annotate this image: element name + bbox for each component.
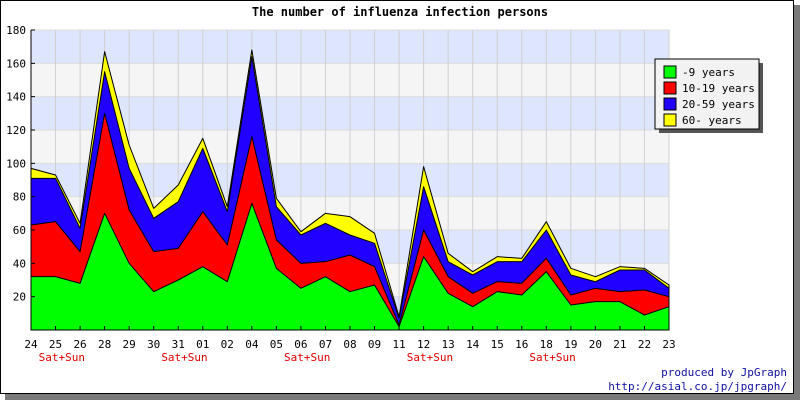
y-tick-label: 60 [13, 224, 26, 237]
x-tick-label: 18 [540, 338, 553, 351]
x-tick-label: 07 [319, 338, 332, 351]
legend-swatch [663, 113, 677, 127]
x-tick-label: 22 [638, 338, 651, 351]
x-tick-label: 25 [49, 338, 62, 351]
legend-swatch [663, 65, 677, 79]
legend-label: 20-59 years [682, 98, 755, 111]
x-tick-label: 31 [172, 338, 185, 351]
x-tick-label: 15 [491, 338, 504, 351]
x-tick-label: 08 [343, 338, 356, 351]
legend-swatch [663, 81, 677, 95]
y-tick-label: 160 [6, 57, 26, 70]
y-tick-label: 40 [13, 257, 26, 270]
x-tick-label: 21 [613, 338, 626, 351]
y-tick-label: 180 [6, 24, 26, 37]
x-tick-label: 26 [73, 338, 86, 351]
y-tick-label: 80 [13, 191, 26, 204]
x-tick-label: 30 [147, 338, 160, 351]
weekend-label: Sat+Sun [284, 351, 330, 364]
x-tick-label: 23 [662, 338, 675, 351]
x-tick-label: 20 [589, 338, 602, 351]
x-tick-label: 06 [294, 338, 307, 351]
x-tick-label: 09 [368, 338, 381, 351]
x-tick-label: 16 [515, 338, 528, 351]
x-tick-label: 05 [270, 338, 283, 351]
x-tick-label: 13 [442, 338, 455, 351]
x-tick-label: 28 [98, 338, 111, 351]
y-tick-label: 100 [6, 157, 26, 170]
legend-label: 10-19 years [682, 82, 755, 95]
x-tick-label: 01 [196, 338, 209, 351]
x-tick-label: 11 [392, 338, 405, 351]
weekend-label: Sat+Sun [39, 351, 85, 364]
x-tick-label: 12 [417, 338, 430, 351]
chart-title: The number of influenza infection person… [252, 5, 548, 19]
axes [30, 29, 670, 331]
y-tick-label: 20 [13, 291, 26, 304]
weekend-labels: Sat+Sun Sat+Sun Sat+Sun Sat+Sun Sat+Sun [39, 351, 576, 364]
frame-shadow-bottom [5, 394, 800, 400]
y-tick-label: 120 [6, 124, 26, 137]
legend-label: -9 years [682, 66, 735, 79]
x-tick-label: 24 [24, 338, 38, 351]
y-tick-labels: 20 40 60 80 100 120 140 160 180 [6, 24, 26, 304]
credit-line-2: http://asial.co.jp/jpgraph/ [608, 380, 787, 393]
y-tick-label: 140 [6, 91, 26, 104]
x-tick-label: 29 [123, 338, 136, 351]
legend-label: 60- years [682, 114, 742, 127]
x-tick-label: 19 [564, 338, 577, 351]
legend-swatch [663, 97, 677, 111]
weekend-label: Sat+Sun [407, 351, 453, 364]
weekend-label: Sat+Sun [529, 351, 575, 364]
stacked-areas [30, 49, 670, 331]
x-tick-label: 14 [466, 338, 480, 351]
x-tick-label: 04 [245, 338, 259, 351]
frame-shadow-right [794, 5, 800, 400]
legend: -9 years 10-19 years 20-59 years 60- years [654, 58, 763, 133]
credit-line-1: produced by JpGraph [661, 366, 787, 379]
area--9-years [30, 202, 670, 331]
x-tick-labels: 24 25 26 28 29 30 31 01 02 04 05 06 07 08 09 11 12 13 14 15… [24, 338, 675, 351]
weekend-label: Sat+Sun [161, 351, 207, 364]
x-tick-label: 02 [221, 338, 234, 351]
